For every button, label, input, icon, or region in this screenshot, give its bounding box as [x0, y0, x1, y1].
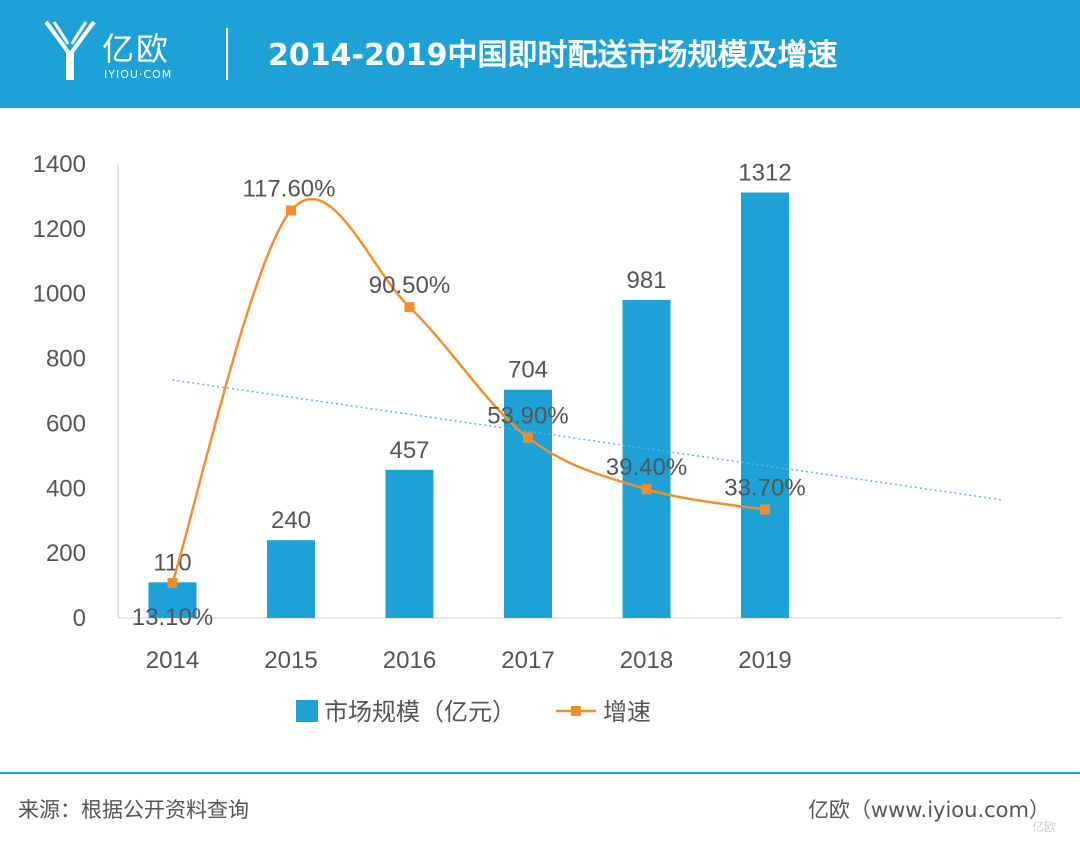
trendline	[172, 379, 1003, 501]
bar-label-2018: 981	[626, 267, 666, 294]
legend-bar-swatch	[296, 700, 318, 722]
x-tick-label: 2014	[146, 647, 199, 674]
x-tick-label: 2017	[501, 647, 554, 674]
growth-point-2018	[641, 484, 652, 495]
bar-label-2016: 457	[389, 437, 429, 464]
bar-2019	[741, 192, 789, 618]
x-tick-label: 2019	[738, 647, 791, 674]
bar-2018	[622, 299, 671, 618]
legend-line-marker	[571, 706, 581, 716]
bar-labels: 110 240 457 704 981 1312	[153, 160, 791, 577]
growth-label-2019: 33.70%	[724, 475, 805, 502]
logo-text: 亿欧	[102, 30, 171, 68]
y-tick-label: 400	[46, 475, 86, 502]
bar-label-2015: 240	[271, 507, 311, 534]
legend-bar-label: 市场规模（亿元）	[324, 698, 516, 726]
logo-subtext: IYIOU·COM	[104, 68, 173, 81]
x-axis-ticks: 2014 2015 2016 2017 2018 2019	[146, 647, 792, 674]
header-divider	[226, 28, 228, 80]
bar-label-2014: 110	[153, 549, 191, 576]
bar-2014	[148, 582, 197, 618]
x-tick-label: 2015	[264, 647, 317, 674]
x-tick-label: 2016	[383, 647, 436, 674]
header-banner: 亿欧 IYIOU·COM 2014-2019中国即时配送市场规模及增速	[0, 0, 1080, 108]
growth-label-2015: 117.60%	[243, 176, 336, 203]
trendline-path	[172, 379, 1003, 501]
growth-point-2016	[404, 302, 415, 313]
logo: 亿欧 IYIOU·COM	[44, 18, 214, 88]
bar-2015	[267, 540, 315, 618]
watermark: 亿欧	[1031, 820, 1056, 834]
growth-line-path	[171, 197, 766, 584]
bar-series	[148, 192, 789, 618]
chart-title: 2014-2019中国即时配送市场规模及增速	[268, 38, 838, 73]
growth-label-2016: 90.50%	[369, 272, 450, 299]
y-tick-label: 1200	[33, 216, 86, 243]
legend: 市场规模（亿元） 增速	[296, 698, 651, 726]
logo-y-icon	[44, 20, 96, 80]
source-text: 来源：根据公开资料查询	[18, 798, 249, 822]
bar-2017	[504, 389, 552, 618]
y-tick-label: 800	[46, 346, 86, 373]
growth-label-2018: 39.40%	[606, 454, 687, 481]
bar-2016	[385, 469, 434, 618]
legend-line-label: 增速	[603, 698, 651, 726]
growth-label-2014: 13.10%	[132, 604, 213, 631]
growth-point-2017	[523, 432, 533, 443]
x-tick-label: 2018	[620, 647, 673, 674]
y-tick-label: 600	[46, 410, 86, 437]
footer-divider	[0, 772, 1080, 774]
y-tick-label: 0	[73, 605, 86, 632]
growth-point-2019	[760, 504, 770, 515]
line-labels: 13.10% 117.60% 90.50% 53.90% 39.40% 33.70%	[132, 176, 806, 631]
line-series	[167, 197, 770, 588]
growth-label-2017: 53.90%	[487, 403, 568, 430]
y-tick-label: 1400	[33, 151, 86, 178]
chart-axes	[117, 164, 1062, 619]
credit-text: 亿欧（www.iyiou.com）	[807, 798, 1050, 822]
growth-point-2015	[286, 205, 296, 216]
y-tick-label: 1000	[33, 281, 86, 308]
chart: 0 200 400 600 800 1000 1200 1400 110 240 457 704 98…	[33, 151, 1062, 726]
y-axis-ticks: 0 200 400 600 800 1000 1200 1400	[33, 151, 86, 632]
bar-label-2017: 704	[508, 357, 548, 384]
growth-point-2014	[167, 577, 178, 588]
y-tick-label: 200	[46, 540, 86, 567]
bar-label-2019: 1312	[738, 160, 791, 187]
